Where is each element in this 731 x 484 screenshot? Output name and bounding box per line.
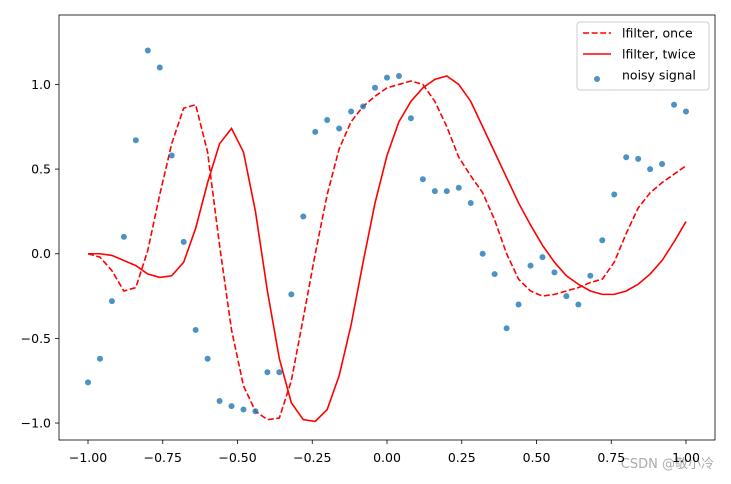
scatter-point <box>192 326 199 333</box>
scatter-point <box>647 166 654 173</box>
scatter-point <box>240 406 247 413</box>
scatter-point <box>635 155 642 162</box>
scatter-point <box>216 398 223 405</box>
x-tick-label: 1.00 <box>672 450 700 465</box>
scatter-point <box>288 291 295 298</box>
scatter-point <box>479 250 486 257</box>
scatter-point <box>180 238 187 245</box>
scatter-point <box>455 184 462 191</box>
watermark: CSDN @敬小冷 <box>621 456 714 472</box>
scatter-point <box>336 125 343 132</box>
scatter-point <box>156 64 163 71</box>
scatter-point <box>551 269 558 276</box>
scatter-point <box>372 84 379 91</box>
scatter-point <box>324 116 331 123</box>
scatter-point <box>431 188 438 195</box>
scatter-point <box>85 379 92 386</box>
scatter-point <box>623 154 630 161</box>
x-tick-label: −0.75 <box>144 450 182 465</box>
scatter-point <box>168 152 175 159</box>
scatter-point <box>539 254 546 261</box>
scatter-point <box>659 161 666 168</box>
y-tick-label: 0.0 <box>31 246 51 261</box>
scatter-point <box>527 262 534 269</box>
y-tick-label: −1.0 <box>21 416 51 431</box>
scatter-point <box>312 128 319 135</box>
scatter-point <box>96 355 103 362</box>
x-tick-label: −1.00 <box>69 450 107 465</box>
scatter-point <box>419 176 426 183</box>
scatter-point <box>360 103 367 110</box>
scatter-point <box>395 72 402 79</box>
legend-marker <box>594 76 600 82</box>
scatter-point <box>407 115 414 122</box>
legend-label: lfilter, once <box>622 26 693 41</box>
scatter-point <box>515 301 522 308</box>
scatter-point <box>384 74 390 81</box>
scatter-point <box>503 325 510 332</box>
scatter-point <box>120 233 127 240</box>
scatter-point <box>467 199 474 206</box>
scatter-point <box>671 101 678 108</box>
scatter-point <box>348 108 355 115</box>
scatter-point <box>228 403 235 410</box>
legend-label: noisy signal <box>622 68 696 83</box>
scatter-point <box>252 408 259 415</box>
scatter-point <box>491 271 498 278</box>
x-tick-label: −0.50 <box>218 450 256 465</box>
scatter-point <box>300 213 307 220</box>
scatter-point <box>575 301 582 308</box>
scatter-point <box>587 272 594 279</box>
series-line <box>88 75 687 423</box>
y-tick-label: 0.5 <box>31 162 51 177</box>
scatter-point <box>443 188 450 195</box>
scatter-point <box>108 298 115 305</box>
scatter-point <box>132 137 139 144</box>
scatter-point <box>276 369 283 376</box>
x-tick-label: 0.25 <box>448 450 476 465</box>
scatter-point <box>144 47 151 54</box>
scatter-point <box>264 369 271 376</box>
x-tick-label: −0.25 <box>293 450 331 465</box>
scatter-point <box>599 237 606 244</box>
legend-box <box>576 21 710 91</box>
series-line <box>87 80 687 421</box>
legend-label: lfilter, twice <box>622 47 696 62</box>
y-tick-label: 1.0 <box>31 77 51 92</box>
plot-frame <box>58 14 716 441</box>
scatter-point <box>204 355 211 362</box>
x-tick-label: 0.50 <box>523 450 551 465</box>
x-tick-label: 0.75 <box>597 450 625 465</box>
x-tick-label: 0.00 <box>373 450 401 465</box>
scatter-point <box>563 293 570 300</box>
y-tick-label: −0.5 <box>21 331 51 346</box>
scatter-point <box>682 108 689 115</box>
scatter-point <box>611 191 618 198</box>
